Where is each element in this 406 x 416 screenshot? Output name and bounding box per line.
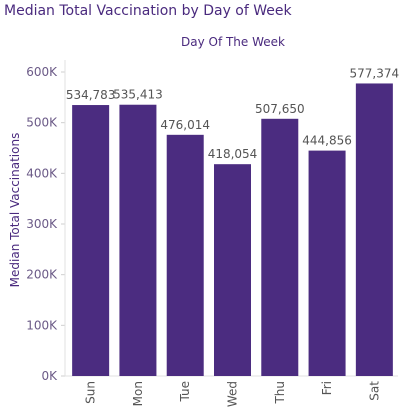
x-tick-label-mon: Mon [131, 381, 145, 406]
x-tick-label-sat: Sat [367, 381, 381, 401]
y-tick-label: 300K [26, 217, 58, 231]
x-tick-label-thu: Thu [273, 381, 287, 405]
x-tick-label-sun: Sun [84, 381, 98, 404]
x-tick-label-fri: Fri [320, 381, 334, 395]
bar-mon[interactable] [119, 104, 157, 376]
bar-fri[interactable] [308, 150, 346, 376]
chart-title: Median Total Vaccination by Day of Week [4, 3, 292, 19]
value-label-tue: 476,014 [160, 118, 210, 132]
x-tick-label-wed: Wed [226, 381, 240, 407]
y-tick-label: 400K [26, 166, 58, 180]
value-label-wed: 418,054 [208, 147, 258, 161]
y-tick-label: 500K [26, 116, 58, 130]
y-tick-label: 200K [26, 268, 58, 282]
bar-thu[interactable] [261, 118, 299, 377]
value-label-mon: 535,413 [113, 88, 163, 102]
value-label-fri: 444,856 [302, 134, 352, 148]
bar-wed[interactable] [214, 164, 251, 376]
y-tick-label: 600K [26, 65, 58, 79]
value-label-sat: 577,374 [350, 66, 400, 80]
bar-tue[interactable] [166, 134, 204, 376]
column-header: Day Of The Week [180, 35, 285, 49]
bar-sun[interactable] [72, 105, 110, 377]
y-tick-label: 0K [41, 369, 58, 383]
value-label-thu: 507,650 [255, 102, 305, 116]
value-label-sun: 534,783 [66, 88, 116, 102]
x-tick-label-tue: Tue [178, 381, 192, 403]
bar-sat[interactable] [355, 83, 393, 376]
y-tick-label: 100K [26, 318, 58, 332]
